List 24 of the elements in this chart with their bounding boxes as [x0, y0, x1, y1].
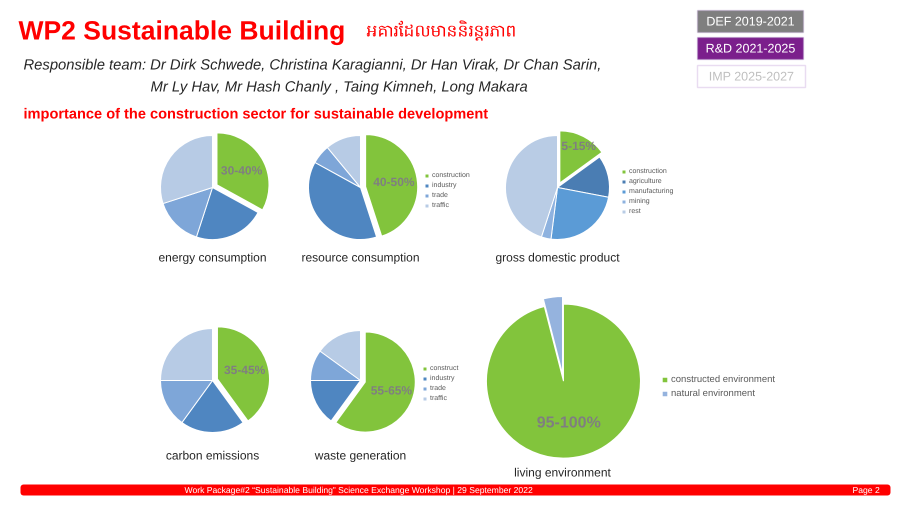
text: IMP 2025-2027: [708, 70, 794, 84]
text: waste generation: [314, 448, 406, 462]
legend-label: natural environment: [671, 388, 755, 398]
text: 95-100%: [536, 414, 601, 432]
text: Page 2: [852, 485, 880, 495]
text: 30-40%: [220, 163, 263, 178]
text: អគារដែលមាននិរន្តរភាព: [366, 20, 516, 42]
text: Mr Ly Hav, Mr Hash Chanly , Taing Kimneh, Long Makara: [150, 80, 528, 96]
text: R&D 2021-2025: [706, 42, 796, 56]
text: 5-15%: [561, 138, 596, 153]
text: gross domestic product: [495, 250, 620, 264]
text: DEF 2019-2021: [706, 14, 795, 28]
text: 35-45%: [224, 363, 266, 378]
text: living environment: [514, 466, 612, 480]
text: resource consumption: [301, 250, 420, 264]
text: energy consumption: [158, 250, 267, 264]
text: WP2 Sustainable Building: [18, 16, 346, 46]
text: 55-65%: [370, 384, 412, 398]
text: Responsible team: Dr Dirk Schwede, Christina Karagianni, Dr Han Virak, Dr Chan Sarin,: [24, 58, 602, 74]
legend-label: constructed environment: [671, 374, 776, 384]
text: importance of the construction sector for sustainable development: [24, 106, 488, 122]
text: carbon emissions: [166, 448, 260, 462]
text: Work Package#2 “Sustainable Building” Science Exchange Workshop | 29 September 2022: [184, 485, 533, 495]
text: 40-50%: [373, 175, 415, 190]
